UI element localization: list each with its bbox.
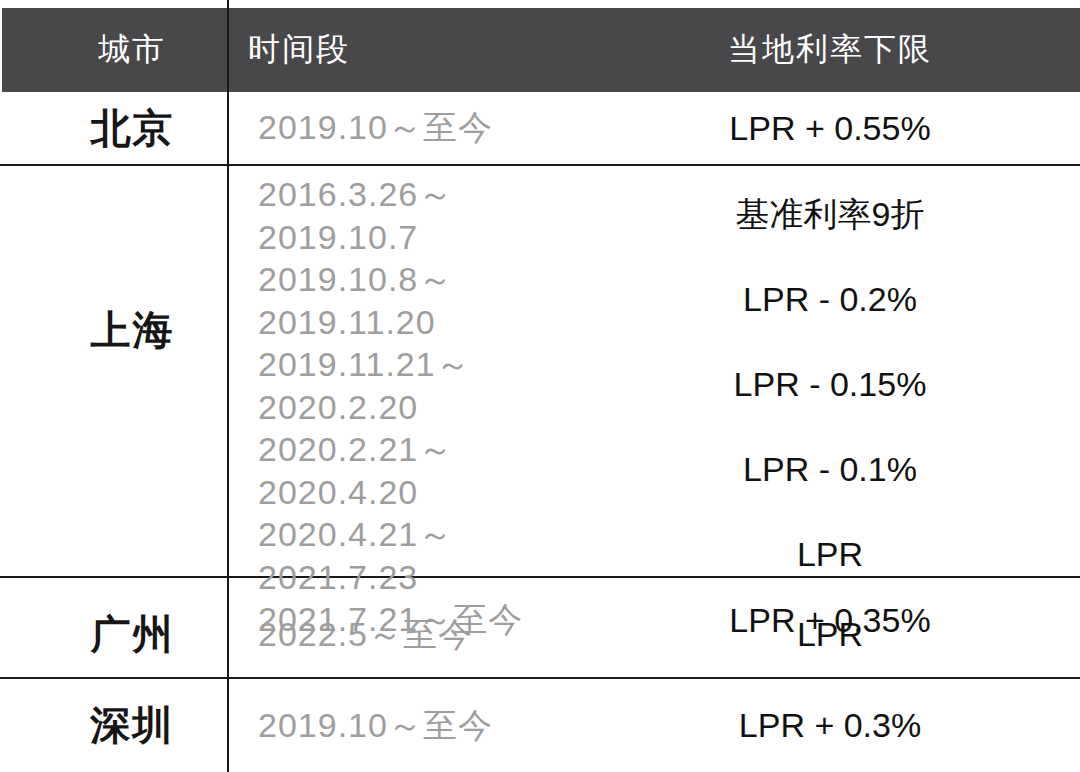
city-label: 北京 — [0, 101, 229, 156]
rate-cell: 基准利率9折 — [580, 192, 1080, 238]
table-row: 2016.3.26～2019.10.7 基准利率9折 — [229, 172, 1080, 257]
header-city: 城市 — [2, 28, 228, 72]
table-row-shenzhen: 深圳 2019.10～至今 LPR + 0.3% — [0, 679, 1080, 772]
header-rate: 当地利率下限 — [580, 28, 1080, 72]
rate-cell: LPR — [580, 535, 1080, 574]
period-cell: 2020.2.21～2020.4.20 — [229, 427, 580, 512]
table-row-beijing: 北京 2019.10～至今 LPR + 0.55% — [0, 92, 1080, 164]
table-row: 2020.2.21～2020.4.20 LPR - 0.1% — [229, 427, 1080, 512]
period-cell: 2019.10.8～2019.11.20 — [229, 257, 580, 342]
table-row: 2019.10.8～2019.11.20 LPR - 0.2% — [229, 257, 1080, 342]
period-cell: 2022.5～至今 — [229, 612, 580, 658]
header-period: 时间段 — [228, 28, 580, 72]
rate-cell: LPR - 0.15% — [580, 365, 1080, 404]
table-row-guangzhou: 广州 2022.5～至今 LPR — [0, 578, 1080, 677]
city-label: 广州 — [0, 607, 229, 662]
table-group-shanghai: 2016.3.26～2019.10.7 基准利率9折 2019.10.8～201… — [229, 166, 1080, 576]
rate-cell: LPR + 0.3% — [580, 706, 1080, 745]
rate-cell: LPR - 0.2% — [580, 280, 1080, 319]
city-label-shanghai: 上海 — [0, 300, 229, 360]
table-header-row: 城市 时间段 当地利率下限 — [2, 8, 1080, 92]
period-cell: 2019.11.21～2020.2.20 — [229, 342, 580, 427]
city-label: 深圳 — [0, 698, 229, 753]
period-cell: 2016.3.26～2019.10.7 — [229, 172, 580, 257]
period-cell: 2019.10～至今 — [229, 703, 580, 749]
period-cell: 2019.10～至今 — [229, 105, 580, 151]
rate-table: 城市 时间段 当地利率下限 北京 2019.10～至今 LPR + 0.55% … — [0, 0, 1080, 772]
table-row: 2019.11.21～2020.2.20 LPR - 0.15% — [229, 342, 1080, 427]
rate-cell: LPR - 0.1% — [580, 450, 1080, 489]
rate-cell: LPR — [580, 615, 1080, 654]
rate-cell: LPR + 0.55% — [580, 109, 1080, 148]
